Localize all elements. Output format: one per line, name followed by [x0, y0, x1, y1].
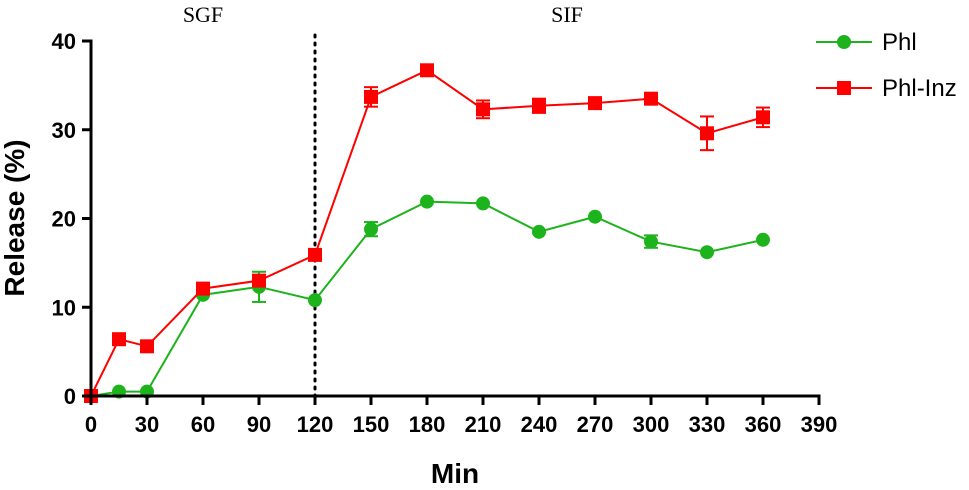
x-tick-label: 0 — [85, 412, 97, 437]
legend-label: Phl — [882, 29, 917, 56]
x-tick-label: 240 — [521, 412, 558, 437]
x-axis-title: Min — [431, 458, 479, 489]
x-tick-label: 150 — [353, 412, 390, 437]
y-tick-label: 10 — [52, 295, 76, 320]
x-tick-label: 300 — [633, 412, 670, 437]
data-point — [756, 232, 770, 247]
x-tick-label: 120 — [297, 412, 334, 437]
y-axis-title: Release (%) — [0, 139, 30, 296]
data-point — [756, 110, 770, 125]
x-tick-label: 90 — [247, 412, 271, 437]
phase-label: SGF — [183, 2, 223, 27]
data-point — [308, 247, 322, 262]
data-point — [532, 224, 546, 239]
data-point — [644, 234, 658, 249]
data-point — [112, 332, 126, 347]
data-point — [196, 281, 210, 296]
legend-marker — [837, 81, 851, 95]
legend-label: Phl-Inz — [882, 75, 957, 102]
x-tick-label: 270 — [577, 412, 614, 437]
series-phl-inz — [84, 63, 770, 403]
y-ticks: 0 10 20 30 40 — [52, 29, 91, 409]
series-line — [90, 200, 764, 397]
series-layer — [84, 63, 770, 403]
phase-labels: SGF SIF — [183, 2, 583, 27]
data-point — [420, 194, 434, 209]
data-point — [588, 209, 602, 224]
data-point — [476, 196, 490, 211]
data-point — [476, 102, 490, 117]
legend-item: Phl — [816, 29, 917, 56]
x-tick-label: 330 — [689, 412, 726, 437]
x-tick-label: 360 — [745, 412, 782, 437]
data-point — [532, 98, 546, 113]
x-tick-label: 180 — [409, 412, 446, 437]
legend-marker — [837, 35, 851, 49]
data-point — [364, 89, 378, 104]
y-tick-label: 30 — [52, 118, 76, 143]
data-point — [644, 91, 658, 106]
data-point — [420, 63, 434, 78]
data-point — [700, 245, 714, 260]
y-tick-label: 0 — [64, 384, 76, 409]
data-point — [588, 96, 602, 111]
axes: 0 10 20 30 40 0 30 60 90 120 150 180 210 240 270 300 33… — [52, 29, 838, 437]
legend: Phl Phl-Inz — [816, 29, 957, 102]
x-tick-label: 210 — [465, 412, 502, 437]
phase-label: SIF — [551, 2, 583, 27]
series-line — [90, 69, 764, 397]
x-tick-label: 390 — [801, 412, 838, 437]
x-tick-label: 30 — [135, 412, 159, 437]
data-point — [700, 126, 714, 141]
y-tick-label: 20 — [52, 207, 76, 232]
legend-item: Phl-Inz — [816, 75, 957, 102]
x-tick-label: 60 — [191, 412, 215, 437]
series-phl — [84, 194, 770, 403]
data-point — [140, 339, 154, 354]
y-tick-label: 40 — [52, 29, 76, 54]
data-point — [308, 293, 322, 308]
data-point — [364, 222, 378, 237]
x-ticks: 0 30 60 90 120 150 180 210 240 270 300 330 360 390 — [85, 396, 837, 437]
data-point — [252, 273, 266, 288]
